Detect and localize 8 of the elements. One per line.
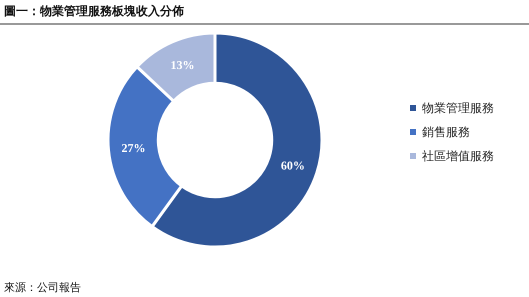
legend-label: 銷售服務 [422, 125, 470, 140]
chart-title: 圖一：物業管理服務板塊收入分佈 [4, 4, 184, 18]
data-label: 13% [170, 58, 194, 72]
data-label: 60% [280, 158, 305, 172]
text: 來源：公司報告 [4, 281, 81, 294]
data-label: 27% [122, 140, 146, 155]
legend-label: 社區增值服務 [422, 149, 494, 164]
legend-label: 物業管理服務 [422, 101, 494, 116]
